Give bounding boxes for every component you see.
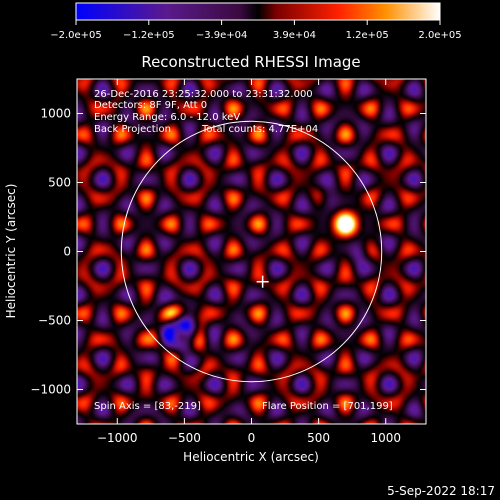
y-tick-label: −500 (38, 314, 71, 328)
annotation-time-range: 26-Dec-2016 23:25:32.000 to 23:31:32.000 (94, 89, 313, 100)
x-axis-ticks: −1000 −500 0 500 1000 (97, 79, 401, 445)
x-axis-label: Heliocentric X (arcsec) (183, 450, 319, 464)
y-tick-label: 1000 (40, 107, 71, 121)
colorbar: −2.0e+05 −1.2e+05 −3.9e+04 3.9e+04 1.2e+05 2.… (50, 2, 462, 41)
colorbar-tick-label: −3.9e+04 (196, 30, 248, 41)
y-tick-label: 0 (63, 245, 71, 259)
timestamp: 5-Sep-2022 18:17 (387, 484, 495, 498)
colorbar-ticks: −2.0e+05 −1.2e+05 −3.9e+04 3.9e+04 1.2e+05 2.… (50, 20, 462, 41)
x-tick-label: 0 (248, 431, 256, 445)
y-axis-label: Heliocentric Y (arcsec) (4, 184, 18, 319)
colorbar-tick-label: −1.2e+05 (123, 30, 175, 41)
solar-limb-circle (120, 120, 383, 383)
colorbar-tick-label: 1.2e+05 (346, 30, 389, 41)
annotation-spin-axis: Spin Axis = [83,-219] (94, 401, 201, 412)
x-tick-label: 1000 (370, 431, 401, 445)
annotation-detectors: Detectors: 8F 9F, Att 0 (94, 100, 207, 111)
colorbar-tick-label: 2.0e+05 (418, 30, 461, 41)
sun-center-cross-icon (256, 275, 269, 288)
annotation-energy-range: Energy Range: 6.0 - 12.0 keV (94, 112, 240, 123)
x-tick-label: 500 (307, 431, 330, 445)
plot-area: −1000 −500 0 500 1000 −1000 −500 0 500 1000 26-D… (30, 78, 427, 445)
colorbar-tick-label: 3.9e+04 (273, 30, 316, 41)
x-tick-label: −500 (168, 431, 201, 445)
chart-title: Reconstructed RHESSI Image (141, 53, 360, 71)
annotation-method: Back Projection (94, 124, 171, 135)
y-tick-label: −1000 (30, 383, 71, 397)
x-tick-label: −1000 (97, 431, 138, 445)
y-axis-ticks: −1000 −500 0 500 1000 (30, 107, 426, 397)
annotation-flare-position: Flare Position = [701,199] (262, 401, 393, 412)
colorbar-gradient (75, 2, 441, 21)
heatmap-image (77, 79, 426, 424)
colorbar-tick-label: −2.0e+05 (50, 30, 102, 41)
annotation-total-counts: Total counts: 4.77E+04 (201, 124, 318, 135)
y-tick-label: 500 (48, 176, 71, 190)
